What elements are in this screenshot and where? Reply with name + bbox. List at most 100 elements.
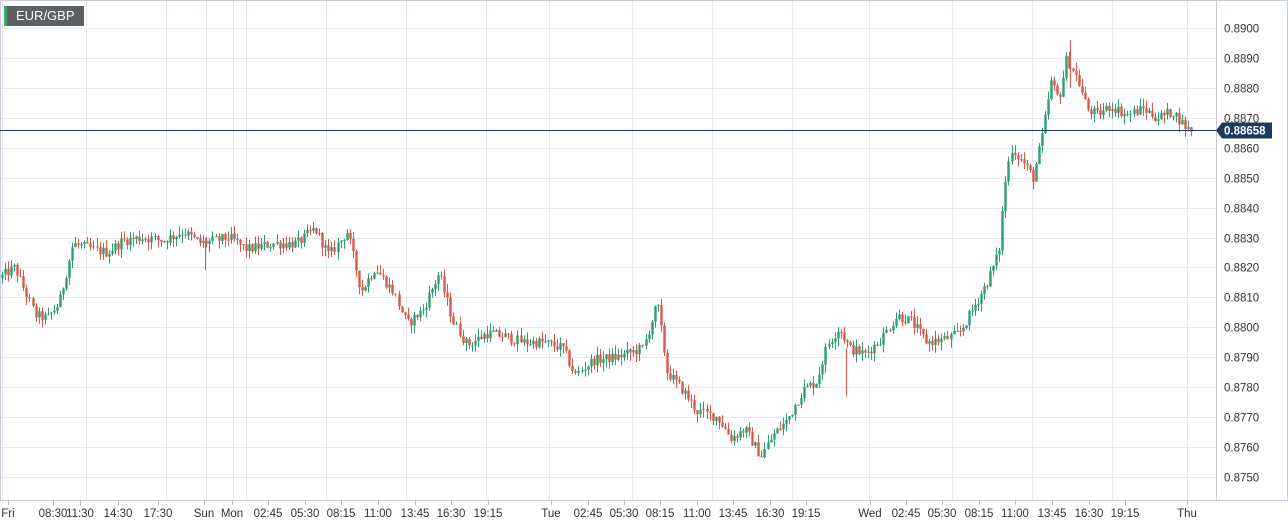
x-tick-label: 11:00 <box>1001 508 1029 520</box>
candle-body <box>196 237 199 239</box>
candle-body <box>117 243 120 250</box>
candle-body <box>297 237 300 241</box>
candle-body <box>995 254 998 266</box>
candle-down <box>925 328 928 345</box>
candle-body <box>651 321 654 335</box>
candle-down <box>382 268 385 280</box>
candle-body <box>1099 110 1102 116</box>
candle-body <box>919 324 922 329</box>
candle-up <box>425 302 428 318</box>
candle-body <box>89 243 92 248</box>
candle-body <box>745 427 748 433</box>
candle-body <box>394 293 397 295</box>
candle-up <box>129 232 132 251</box>
candle-body <box>581 370 584 372</box>
candle-up <box>169 229 172 246</box>
candle-up <box>968 309 971 331</box>
x-tick-label: 08:15 <box>965 508 994 520</box>
candle-body <box>330 247 333 252</box>
candle-body <box>520 335 523 343</box>
candle-down <box>459 316 462 338</box>
candle-body <box>785 419 788 424</box>
candle-body <box>428 293 431 308</box>
candle-body <box>459 323 462 337</box>
candle-up <box>288 236 291 251</box>
candle-body <box>513 343 516 345</box>
candle-body <box>864 350 867 353</box>
candle-body <box>1059 94 1062 97</box>
candle-up <box>974 298 977 316</box>
candle-body <box>68 260 71 279</box>
candle-body <box>675 374 678 380</box>
y-tick-label: 0.8860 <box>1224 144 1259 156</box>
candle-body <box>1023 159 1026 164</box>
candle-body <box>599 354 602 363</box>
candle-body <box>398 294 401 307</box>
candle-body <box>1117 106 1120 113</box>
candle-down <box>196 236 199 240</box>
candle-up <box>38 307 41 324</box>
candle-body <box>285 243 288 248</box>
candle-body <box>812 382 815 388</box>
candle-body <box>715 416 718 421</box>
candle-body <box>471 345 474 347</box>
candle-up <box>340 240 343 249</box>
x-tick-label: Wed <box>858 508 881 520</box>
candle-up <box>62 287 65 301</box>
candle-up <box>1041 127 1044 153</box>
candle-body <box>620 354 623 358</box>
candle-body <box>221 234 224 241</box>
candle-down <box>361 279 364 297</box>
candle-up <box>1157 111 1160 126</box>
candle-down <box>840 329 843 339</box>
candle-down <box>391 280 394 296</box>
candle-body <box>757 442 760 457</box>
x-tick-label: 02:45 <box>254 508 283 520</box>
candle-body <box>166 241 169 243</box>
x-tick-label: 08:15 <box>327 508 356 520</box>
candle-up <box>995 247 998 270</box>
candle-down <box>166 240 169 250</box>
candle-up <box>141 233 144 245</box>
candle-down <box>35 302 38 322</box>
candle-down <box>160 239 163 247</box>
candle-body <box>788 416 791 420</box>
candle-body <box>251 244 254 252</box>
candle-down <box>864 348 867 359</box>
candle-down <box>913 308 916 335</box>
candle-body <box>824 346 827 365</box>
symbol-label: EUR/GBP <box>4 6 84 26</box>
candle-body <box>760 456 763 458</box>
candle-body <box>340 240 343 243</box>
candle-up <box>855 339 858 363</box>
candle-up <box>211 231 214 245</box>
candle-up <box>892 321 895 334</box>
candle-body <box>7 268 10 276</box>
candle-body <box>721 422 724 427</box>
candle-body <box>831 342 834 344</box>
candle-down <box>138 230 141 245</box>
candle-body <box>19 275 22 277</box>
candle-down <box>147 234 150 251</box>
candle-up <box>623 350 626 362</box>
plot-frame <box>0 0 1288 501</box>
candle-up <box>943 332 946 341</box>
candle-up <box>815 383 818 388</box>
candle-body <box>343 239 346 241</box>
candle-down <box>629 348 632 361</box>
candle-down <box>394 293 397 297</box>
candle-up <box>733 430 736 446</box>
candle-up <box>248 239 251 259</box>
x-tick-label: Tue <box>541 508 560 520</box>
candle-body <box>355 251 358 271</box>
candle-body <box>666 352 669 374</box>
candle-up <box>1062 70 1065 98</box>
candle-body <box>404 312 407 315</box>
candle-down <box>1114 103 1117 117</box>
candle-body <box>843 332 846 341</box>
candle-down <box>550 339 553 347</box>
y-tick-label: 0.8770 <box>1224 413 1259 425</box>
candle-body <box>401 306 404 313</box>
candle-body <box>1078 75 1081 87</box>
